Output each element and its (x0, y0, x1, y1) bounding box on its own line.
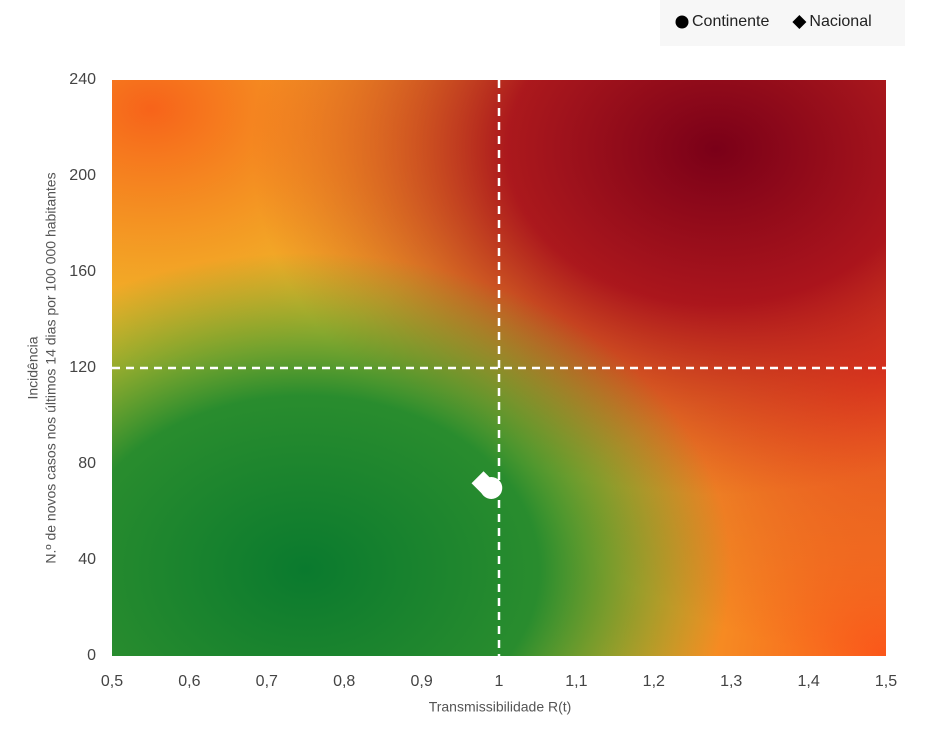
y-tick-label: 0 (87, 647, 96, 664)
x-axis-title: Transmissibilidade R(t) (429, 699, 572, 715)
legend-box (660, 0, 905, 46)
y-axis-title: N.º de novos casos nos últimos 14 dias p… (43, 172, 59, 563)
y-tick-label: 240 (69, 71, 96, 88)
legend-marker (675, 15, 689, 29)
x-tick-label: 0,7 (256, 673, 278, 690)
x-tick-label: 1,1 (565, 673, 587, 690)
x-tick-label: 1,2 (643, 673, 665, 690)
x-tick-label: 0,6 (178, 673, 200, 690)
x-tick-label: 1,4 (797, 673, 819, 690)
y-tick-label: 200 (69, 167, 96, 184)
y-tick-label: 160 (69, 263, 96, 280)
data-point (480, 477, 503, 499)
x-tick-label: 0,8 (333, 673, 355, 690)
x-tick-label: 1 (495, 673, 504, 690)
x-tick-label: 1,5 (875, 673, 897, 690)
y-tick-label: 120 (69, 359, 96, 376)
y-tick-label: 80 (78, 455, 96, 472)
y-axis-title: Incidência (25, 336, 41, 399)
legend-label: Nacional (809, 13, 871, 30)
x-tick-label: 0,9 (410, 673, 432, 690)
x-tick-label: 1,3 (720, 673, 742, 690)
x-tick-label: 0,5 (101, 673, 123, 690)
legend-marker (792, 15, 807, 29)
legend-label: Continente (692, 13, 769, 30)
y-tick-label: 40 (78, 551, 96, 568)
